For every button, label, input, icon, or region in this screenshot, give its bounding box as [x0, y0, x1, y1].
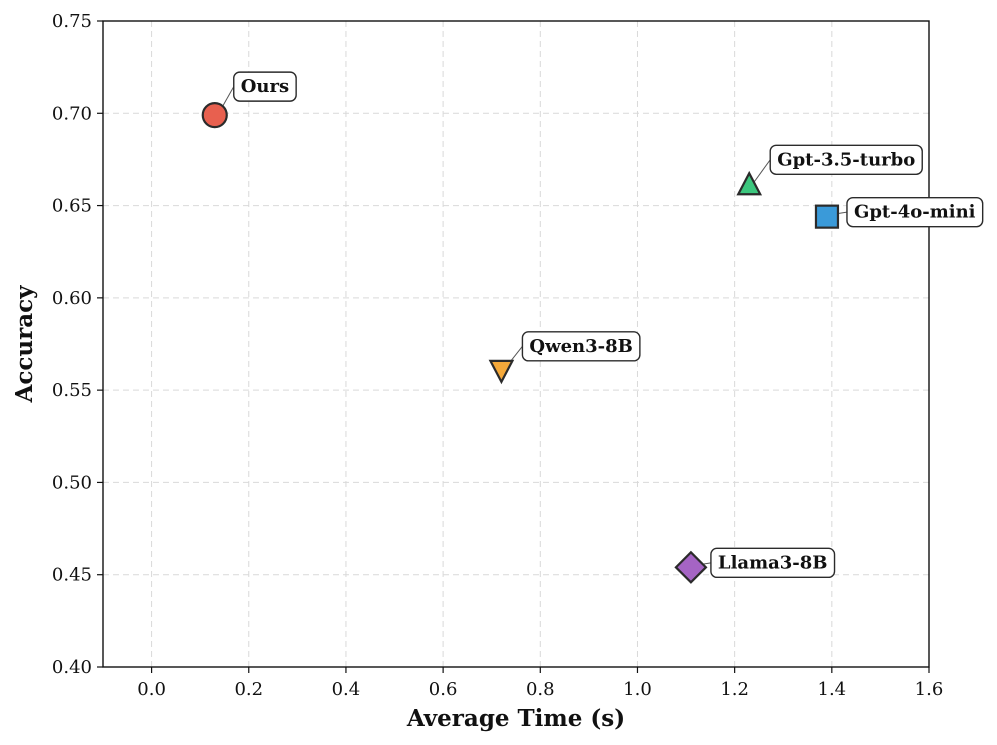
label-gpt-4o-mini: Gpt-4o-mini	[846, 196, 984, 228]
label-text: Qwen3-8B	[529, 336, 632, 357]
y-tick-label: 0.40	[52, 657, 92, 678]
y-tick-label: 0.50	[52, 472, 92, 493]
y-tick-label: 0.60	[52, 288, 92, 309]
data-points	[201, 102, 840, 584]
y-tick-label: 0.65	[52, 196, 92, 217]
label-qwen3-8b: Qwen3-8B	[521, 331, 641, 362]
y-axis-title: Accuracy	[11, 285, 38, 404]
y-tick-label: 0.45	[52, 565, 92, 586]
x-tick-label: 0.0	[137, 679, 166, 700]
y-tick-label: 0.75	[52, 11, 92, 32]
x-tick-label: 0.6	[429, 679, 458, 700]
label-box	[769, 144, 923, 175]
point-labels: Ours Gpt-3.5-turbo Gpt-4o-mini Qwen3-8B Llam…	[233, 71, 984, 579]
label-ours: Ours	[233, 71, 297, 102]
point-gpt-4o-mini	[814, 204, 840, 229]
x-tick-label: 1.6	[915, 679, 944, 700]
axis-ticks: 0.0 0.2 0.4 0.6 0.8 1.0 1.2 1.4 1.6 0.40 0.45 0.50 0…	[52, 11, 943, 700]
y-tick-label: 0.70	[52, 103, 92, 124]
label-box	[710, 547, 836, 579]
x-tick-label: 0.2	[234, 679, 263, 700]
label-box	[521, 331, 641, 362]
x-tick-label: 0.4	[332, 679, 361, 700]
label-box	[846, 196, 984, 228]
x-tick-label: 1.2	[720, 679, 749, 700]
label-box	[233, 71, 297, 102]
x-tick-label: 0.8	[526, 679, 555, 700]
label-text: Gpt-4o-mini	[854, 202, 976, 223]
label-llama3-8b: Llama3-8B	[710, 547, 836, 579]
point-ours	[201, 102, 228, 129]
label-text: Ours	[241, 76, 289, 97]
x-axis-title: Average Time (s)	[406, 705, 625, 732]
y-tick-label: 0.55	[52, 380, 92, 401]
connector-gpt-3-5-turbo	[752, 159, 771, 184]
label-connectors	[218, 86, 848, 566]
plot-frame	[102, 20, 930, 668]
point-qwen3-8b	[488, 359, 515, 385]
x-tick-label: 1.4	[818, 679, 847, 700]
label-gpt-3-5-turbo: Gpt-3.5-turbo	[769, 144, 923, 175]
point-llama3-8b	[674, 550, 708, 584]
x-tick-label: 1.0	[623, 679, 652, 700]
label-text: Gpt-3.5-turbo	[777, 149, 915, 170]
label-text: Llama3-8B	[718, 552, 828, 573]
point-gpt-3-5-turbo	[736, 170, 763, 196]
